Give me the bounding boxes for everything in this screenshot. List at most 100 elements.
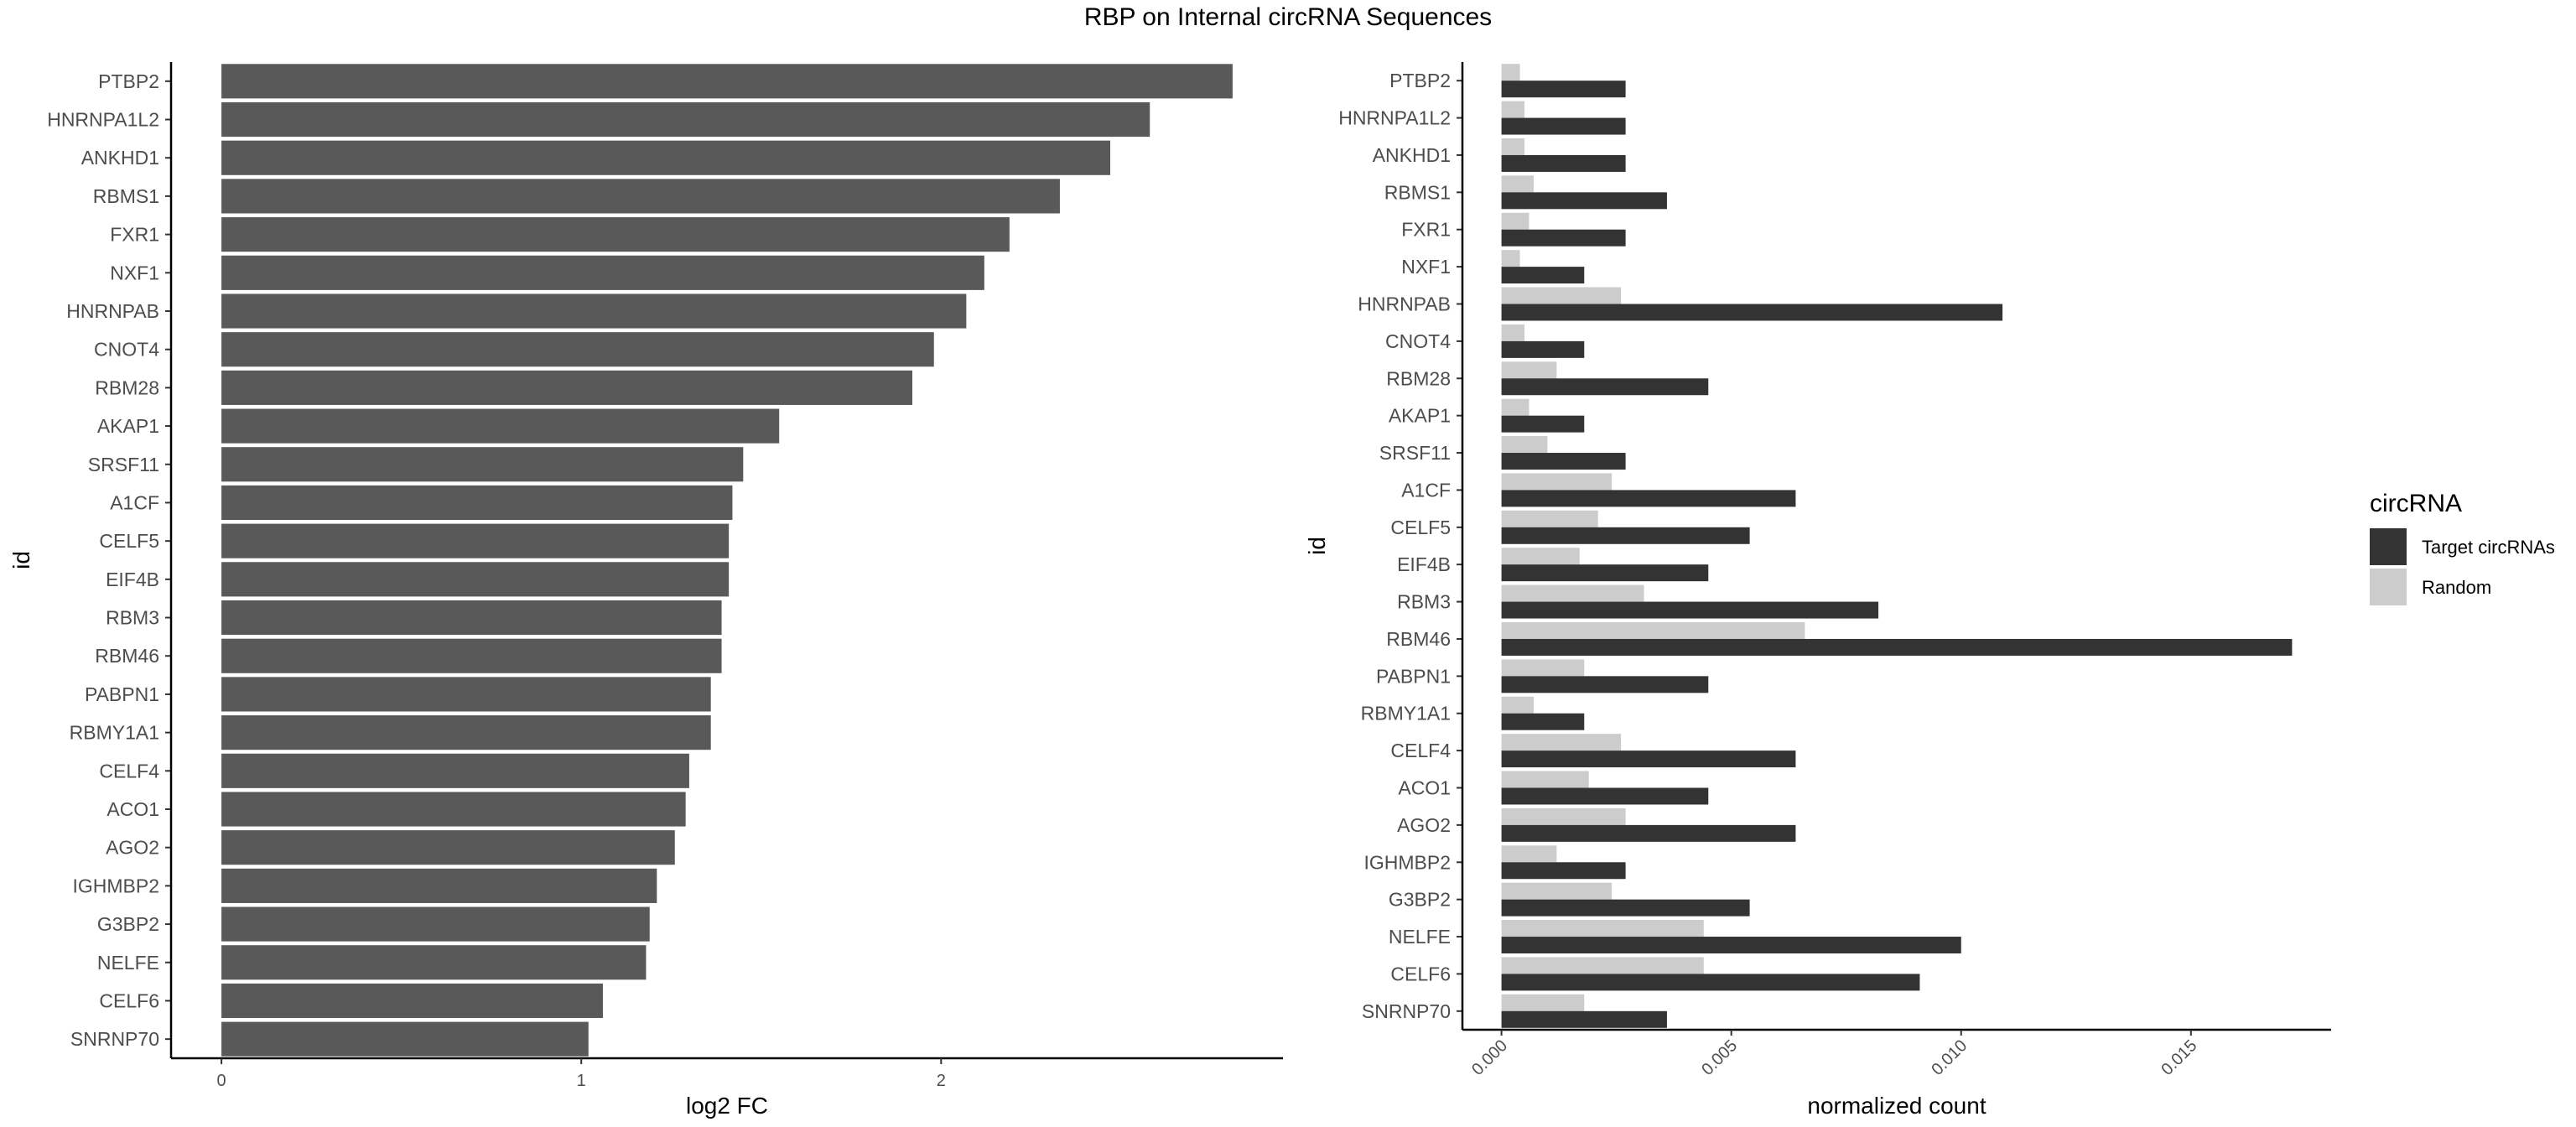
bar-target-celf6 [1501,974,1920,991]
bar-srsf11 [221,447,744,482]
bar-target-nelfe [1501,937,1961,954]
bar-ptbp2 [221,64,1233,99]
bar-cnot4 [221,332,934,367]
y-tick-label: RBMY1A1 [70,722,159,744]
bar-nxf1 [221,255,984,290]
y-tick-label: ANKHD1 [1373,144,1451,166]
bar-target-celf4 [1501,750,1796,768]
bar-target-pabpn1 [1501,676,1709,693]
bar-target-rbmy1a1 [1501,713,1585,730]
y-tick-label: HNRNPA1L2 [47,109,159,131]
y-tick-label: RBM46 [1386,628,1451,650]
y-tick-label: EIF4B [1397,553,1451,575]
y-tick-label: EIF4B [106,569,159,590]
bar-target-rbm3 [1501,601,1879,619]
y-tick-label: NELFE [1389,926,1451,948]
bar-target-hnrnpab [1501,304,2003,321]
y-tick-label: CELF5 [1390,517,1451,538]
y-tick-label: A1CF [1401,479,1451,501]
y-tick-label: CNOT4 [1385,330,1451,352]
y-tick-label: CELF4 [99,760,159,782]
y-tick-label: CELF4 [1390,740,1451,761]
bar-target-hnrnpa1l2 [1501,117,1626,135]
bar-random-eif4b [1501,548,1580,565]
left-chart-panel: PTBP2 HNRNPA1L2 ANKHD1 RBMS1 FXR1 NXF1 HNRNPAB… [8,62,1283,1119]
y-tick-label: NXF1 [1401,256,1451,278]
y-tick-label: RBM3 [1397,591,1451,613]
bar-random-rbms1 [1501,175,1534,193]
bar-g3bp2 [221,906,650,942]
bar-random-celf6 [1501,957,1704,974]
bar-random-a1cf [1501,473,1613,491]
x-tick-label: 0.005 [1698,1036,1741,1079]
bar-a1cf [221,485,733,521]
y-tick-label: CELF6 [99,989,159,1011]
y-tick-label: HNRNPA1L2 [1338,107,1451,129]
legend-label-1: Random [2422,577,2491,598]
y-tick-label: SNRNP70 [70,1028,159,1050]
x-tick-label: 0.000 [1468,1036,1511,1079]
y-tick-label: NXF1 [110,262,159,283]
bar-random-pabpn1 [1501,659,1585,677]
x-tick-label: 0.015 [2158,1036,2200,1079]
bar-target-ago2 [1501,824,1796,842]
y-tick-label: A1CF [110,491,159,513]
y-tick-label: PABPN1 [1376,665,1451,687]
bar-target-rbms1 [1501,192,1667,210]
bar-target-cnot4 [1501,340,1585,358]
bar-target-g3bp2 [1501,899,1750,917]
bar-hnrnpab [221,293,967,329]
bar-target-rbm28 [1501,378,1709,396]
x-tick-label: 1 [577,1072,586,1090]
bar-target-a1cf [1501,490,1796,507]
bar-celf4 [221,753,689,788]
bar-random-ankhd1 [1501,138,1524,155]
bar-fxr1 [221,217,1010,252]
bar-celf6 [221,983,603,1019]
bar-pabpn1 [221,677,711,712]
bar-random-nelfe [1501,920,1704,937]
bar-target-ptbp2 [1501,80,1626,98]
legend: circRNA Target circRNAs Random [2370,490,2555,605]
y-tick-label: CELF5 [99,530,159,552]
bar-nelfe [221,945,647,980]
bar-random-g3bp2 [1501,882,1613,900]
bar-rbm46 [221,638,722,673]
y-tick-label: G3BP2 [1389,889,1451,911]
y-tick-label: HNRNPAB [66,300,159,322]
bar-rbmy1a1 [221,715,711,750]
bar-celf5 [221,523,730,558]
y-tick-label: ACO1 [106,798,159,820]
y-tick-label: RBM28 [1386,367,1451,389]
y-tick-label: SRSF11 [88,454,159,475]
bar-random-hnrnpa1l2 [1501,101,1524,118]
legend-swatch-0 [2370,528,2407,565]
bar-target-celf5 [1501,527,1750,544]
y-axis-title: id [8,551,34,569]
bar-random-celf4 [1501,734,1622,751]
y-tick-label: RBMS1 [1384,181,1451,203]
bar-rbm28 [221,370,913,405]
y-tick-label: PABPN1 [85,683,159,705]
y-tick-label: RBM46 [95,645,159,667]
bar-target-ighmbp2 [1501,862,1626,880]
bar-random-ptbp2 [1501,64,1520,81]
bar-random-rbmy1a1 [1501,696,1534,714]
bar-target-rbm46 [1501,638,2293,656]
x-tick-label: 0.010 [1928,1036,1971,1079]
y-tick-label: IGHMBP2 [72,875,159,896]
bar-target-eif4b [1501,564,1709,582]
y-tick-label: FXR1 [110,224,159,246]
y-tick-label: CNOT4 [94,339,159,361]
y-tick-label: RBM3 [106,607,159,629]
bar-random-celf5 [1501,510,1598,527]
bar-random-hnrnpab [1501,287,1622,304]
bar-target-fxr1 [1501,229,1626,247]
x-tick-label: 0 [217,1072,226,1090]
y-tick-label: G3BP2 [97,913,159,935]
y-tick-label: FXR1 [1401,219,1451,241]
bar-random-nxf1 [1501,250,1520,267]
bar-random-aco1 [1501,771,1589,788]
x-tick-label: 2 [937,1072,946,1090]
